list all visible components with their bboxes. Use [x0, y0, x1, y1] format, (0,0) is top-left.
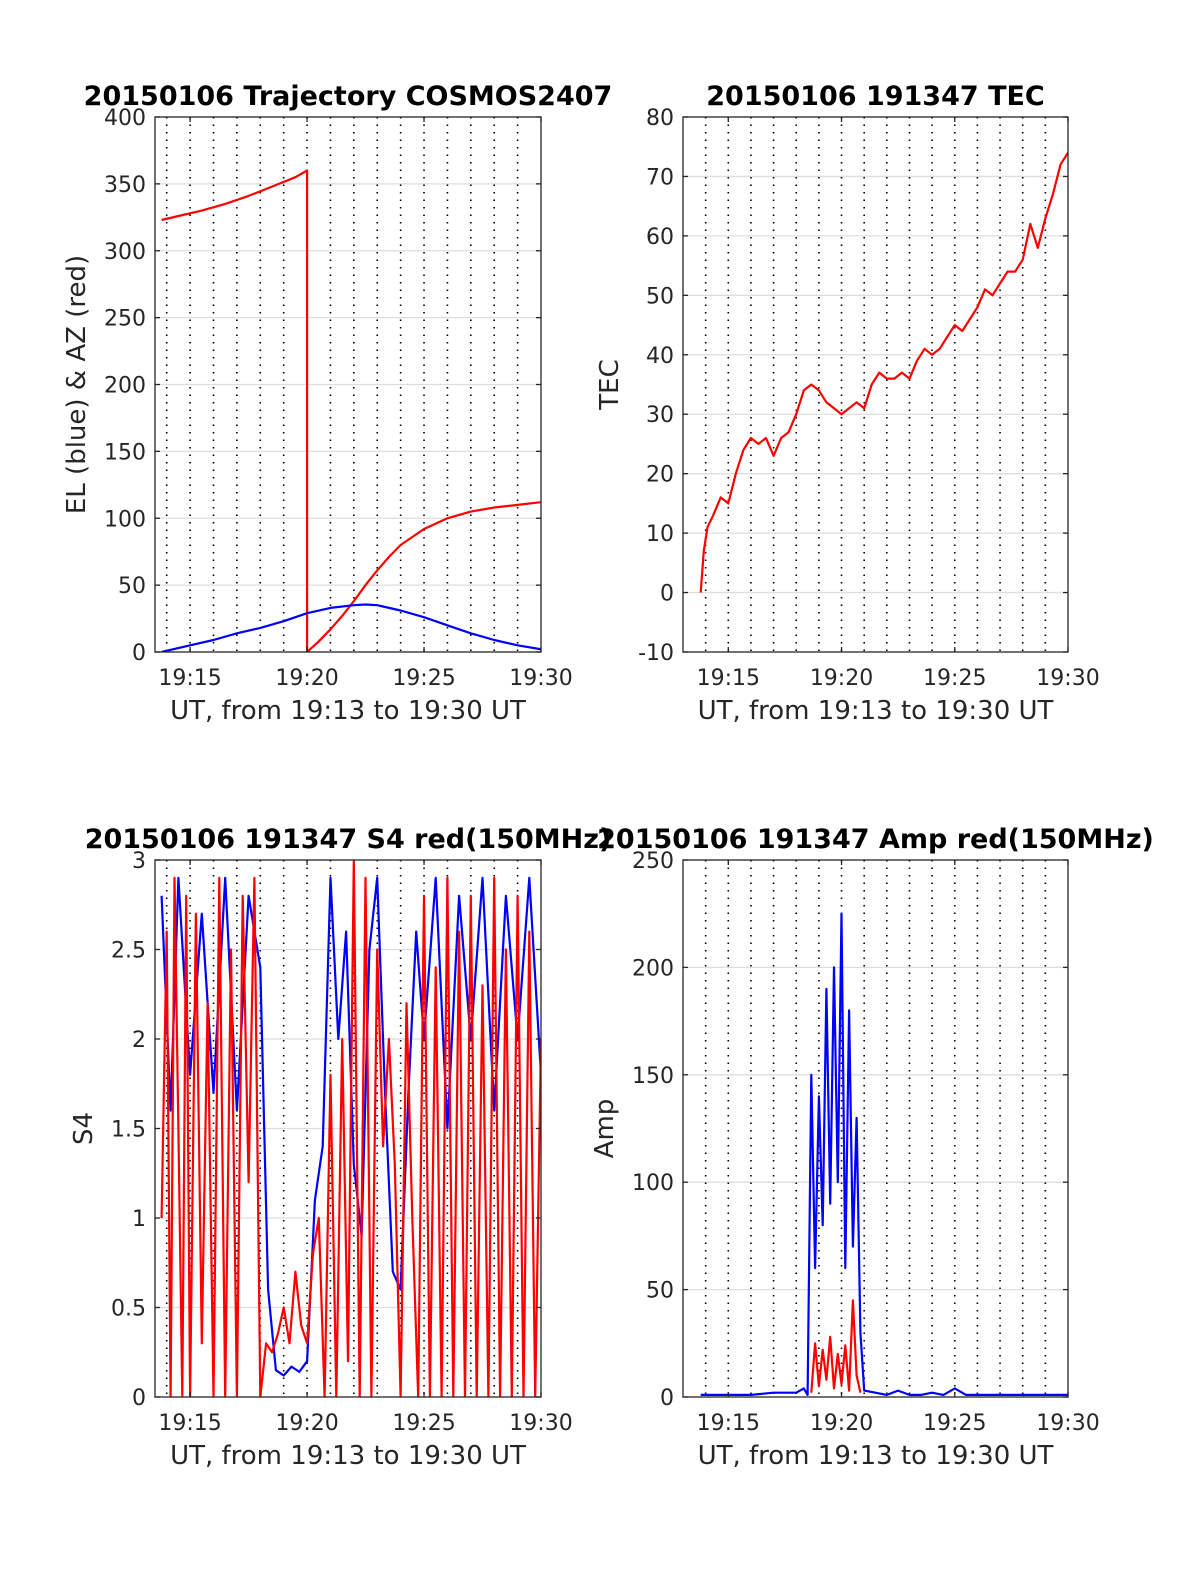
y-tick-label: 20 — [646, 463, 674, 488]
x-tick-label: 19:20 — [275, 666, 338, 691]
y-tick-label: -10 — [638, 641, 674, 666]
x-axis-label: UT, from 19:13 to 19:30 UT — [170, 1441, 526, 1471]
y-tick-label: 100 — [104, 507, 146, 532]
chart-title: 20150106 191347 TEC — [706, 81, 1045, 112]
chart-traj: 0 50 100 150 200 250 300 350 400 19:15 19:20 19:25 1… — [62, 81, 612, 726]
y-tick-label: 150 — [104, 440, 146, 465]
y-tick-label: 1 — [132, 1207, 146, 1232]
x-tick-label: 19:25 — [392, 666, 455, 691]
y-tick-label: 250 — [104, 307, 146, 332]
y-tick-label: 50 — [646, 1279, 674, 1304]
y-tick-label: 10 — [646, 522, 674, 547]
x-tick-label: 19:30 — [1036, 666, 1099, 691]
x-tick-label: 19:15 — [697, 666, 760, 691]
y-axis-label: Amp — [590, 1099, 620, 1159]
y-tick-label: 2 — [132, 1028, 146, 1053]
y-tick-label: 80 — [646, 106, 674, 131]
y-tick-label: 30 — [646, 403, 674, 428]
y-tick-label: 60 — [646, 225, 674, 250]
y-tick-label: 0 — [660, 1386, 674, 1411]
y-tick-label: 2.5 — [111, 939, 146, 964]
chart-title: 20150106 Trajectory COSMOS2407 — [84, 81, 613, 112]
x-tick-label: 19:30 — [1036, 1411, 1099, 1436]
chart-s4: 0 0.5 1 1.5 2 2.5 3 19:15 19:20 19:25 19:30 UT, fro… — [69, 824, 611, 1471]
series-line-2 — [160, 860, 541, 1397]
x-tick-label: 19:20 — [275, 1411, 338, 1436]
y-tick-label: 200 — [632, 956, 674, 981]
series-line-2 — [161, 603, 541, 652]
x-axis-label: UT, from 19:13 to 19:30 UT — [698, 1441, 1054, 1471]
y-tick-label: 70 — [646, 165, 674, 190]
x-tick-label: 19:25 — [923, 666, 986, 691]
y-tick-label: 50 — [646, 284, 674, 309]
series-line-1 — [700, 912, 1068, 1397]
y-tick-label: 50 — [118, 574, 146, 599]
chart-amp: 0 50 100 150 200 250 19:15 19:20 19:25 19:30 UT, f… — [590, 824, 1154, 1471]
x-tick-label: 19:20 — [810, 666, 873, 691]
x-tick-label: 19:30 — [509, 666, 572, 691]
axes-frame — [682, 116, 1069, 653]
y-tick-label: 200 — [104, 374, 146, 399]
x-axis-label: UT, from 19:13 to 19:30 UT — [698, 696, 1054, 726]
y-tick-label: 400 — [104, 106, 146, 131]
x-axis-label: UT, from 19:13 to 19:30 UT — [170, 696, 526, 726]
axes-frame — [682, 859, 1069, 1398]
y-tick-label: 300 — [104, 240, 146, 265]
y-tick-label: 250 — [632, 849, 674, 874]
y-axis-label: EL (blue) & AZ (red) — [62, 255, 92, 514]
y-tick-label: 350 — [104, 173, 146, 198]
chart-title: 20150106 191347 S4 red(150MHz) — [85, 824, 612, 855]
x-tick-label: 19:20 — [810, 1411, 873, 1436]
y-tick-label: 40 — [646, 344, 674, 369]
chart-tec: -10 0 10 20 30 40 50 60 70 80 19:15 19:20 19:25 19:30… — [595, 81, 1100, 726]
series-line-1 — [699, 152, 1068, 593]
y-tick-label: 150 — [632, 1064, 674, 1089]
y-tick-label: 0.5 — [111, 1297, 146, 1322]
y-axis-label: TEC — [595, 359, 625, 410]
y-tick-label: 0 — [660, 582, 674, 607]
y-axis-label: S4 — [69, 1112, 99, 1145]
y-tick-label: 0 — [132, 641, 146, 666]
y-tick-label: 100 — [632, 1171, 674, 1196]
series-line-1 — [161, 169, 541, 652]
y-tick-label: 3 — [132, 849, 146, 874]
x-tick-label: 19:25 — [923, 1411, 986, 1436]
series-line-2 — [810, 1299, 862, 1393]
x-tick-label: 19:15 — [158, 666, 221, 691]
chart-title: 20150106 191347 Amp red(150MHz) — [597, 824, 1154, 855]
x-tick-label: 19:30 — [509, 1411, 572, 1436]
y-tick-label: 0 — [132, 1386, 146, 1411]
x-tick-label: 19:15 — [158, 1411, 221, 1436]
x-tick-label: 19:15 — [697, 1411, 760, 1436]
x-tick-label: 19:25 — [392, 1411, 455, 1436]
y-tick-label: 1.5 — [111, 1118, 146, 1143]
